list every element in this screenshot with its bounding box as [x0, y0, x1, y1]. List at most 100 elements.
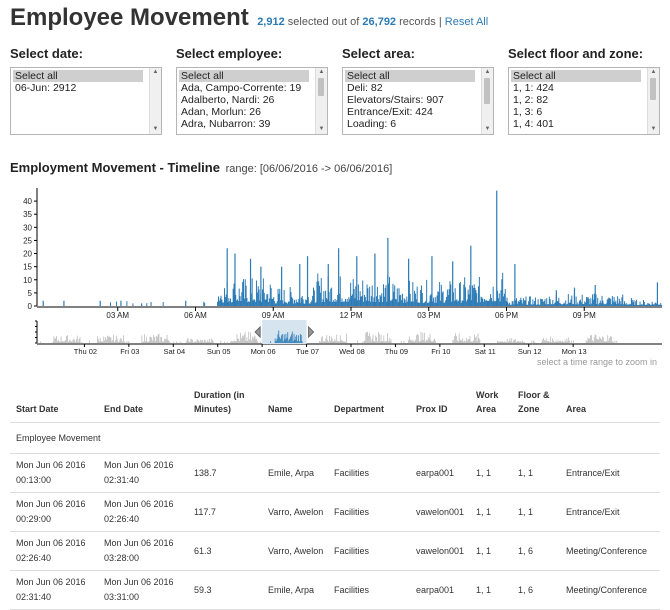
timeline-bar	[578, 304, 580, 306]
date-option[interactable]: Select all	[13, 70, 143, 82]
employee-option[interactable]: Adalberto, Nardi: 26	[181, 94, 275, 106]
area-option[interactable]: Deli: 82	[347, 82, 383, 94]
table-row[interactable]: Mon Jun 06 2016 02:26:40 Mon Jun 06 2016…	[10, 531, 660, 571]
col-name[interactable]: Name	[262, 386, 328, 423]
timeline-bar	[622, 294, 624, 306]
area-select[interactable]: Select all Deli: 82 Elevators/Stairs: 90…	[342, 67, 494, 135]
employee-option[interactable]: Select all	[179, 70, 309, 82]
range-bar	[232, 341, 233, 343]
area-scrollbar[interactable]: ▲ ▼	[481, 68, 493, 134]
timeline-bar	[481, 297, 483, 306]
scroll-down-icon[interactable]: ▼	[152, 126, 159, 132]
area-option[interactable]: Entrance/Exit: 424	[347, 106, 433, 118]
timeline-bar	[286, 302, 288, 306]
timeline-bar	[537, 299, 539, 306]
timeline-bar	[572, 303, 574, 306]
scroll-down-icon[interactable]: ▼	[650, 126, 657, 132]
scroll-thumb[interactable]	[318, 78, 324, 96]
employee-option[interactable]: Adan, Morlun: 26	[181, 106, 261, 118]
col-end-date[interactable]: End Date	[98, 386, 188, 423]
timeline-bar	[311, 300, 313, 306]
table-row[interactable]: Mon Jun 06 2016 00:29:00 Mon Jun 06 2016…	[10, 492, 660, 532]
floor-zone-option[interactable]: 1, 3: 6	[513, 106, 543, 118]
timeline-bar	[320, 277, 322, 306]
timeline-bar	[240, 301, 242, 306]
timeline-bar	[503, 293, 505, 306]
table-row[interactable]: Mon Jun 06 2016 00:13:00 Mon Jun 06 2016…	[10, 453, 660, 493]
timeline-chart[interactable]: 0 5 10 15 20 25 30 35 40 03 AM 06 AM 09 AM 12 PM 03 P…	[0, 178, 670, 360]
scroll-up-icon[interactable]: ▲	[484, 69, 491, 75]
employee-select[interactable]: Select all Ada, Campo-Corrente: 19 Adalb…	[176, 67, 328, 135]
area-option[interactable]: Loading: 6	[347, 118, 397, 130]
floor-zone-option[interactable]: 1, 4: 401	[513, 118, 554, 130]
range-bar	[295, 336, 297, 343]
range-bar	[167, 339, 169, 343]
range-bar	[416, 335, 417, 343]
floor-zone-select[interactable]: Select all 1, 1: 424 1, 2: 82 1, 3: 6 1,…	[508, 67, 660, 135]
col-floor-zone[interactable]: Floor & Zone	[512, 386, 560, 423]
timeline-bar	[357, 284, 359, 306]
range-bar	[419, 341, 421, 343]
timeline-bar	[360, 296, 362, 306]
scroll-down-icon[interactable]: ▼	[318, 126, 325, 132]
col-duration[interactable]: Duration (in Minutes)	[188, 386, 262, 423]
timeline-bar	[217, 296, 219, 306]
range-bar	[208, 342, 210, 343]
timeline-bar	[437, 291, 439, 306]
floor-zone-option[interactable]: 1, 2: 82	[513, 94, 549, 106]
range-bar	[508, 340, 510, 343]
date-select[interactable]: Select all 06-Jun: 2912 ▲ ▼	[10, 67, 162, 135]
range-selector-chart[interactable]: Thu 02 Fri 03 Sat 04 Sun 05 Mon 06 Tue 07 Wed …	[35, 320, 662, 356]
date-scrollbar[interactable]: ▲ ▼	[149, 68, 161, 134]
timeline-bar	[422, 302, 424, 306]
timeline-bar	[607, 298, 609, 306]
table-row[interactable]: Mon Jun 06 2016 02:31:40 Mon Jun 06 2016…	[10, 570, 660, 610]
range-bar	[472, 341, 474, 343]
brush-right-handle-icon[interactable]	[308, 325, 315, 339]
employee-scrollbar[interactable]: ▲ ▼	[315, 68, 327, 134]
range-bar	[429, 333, 431, 343]
range-bar	[566, 338, 568, 343]
reset-all-link[interactable]: Reset All	[444, 16, 489, 28]
timeline-peak-bar	[185, 300, 187, 306]
floor-zone-scrollbar[interactable]: ▲ ▼	[647, 68, 659, 134]
timeline-bar	[300, 302, 302, 306]
scroll-thumb[interactable]	[484, 78, 490, 104]
col-start-date[interactable]: Start Date	[10, 386, 98, 423]
col-prox-id[interactable]: Prox ID	[410, 386, 470, 423]
col-work-area[interactable]: Work Area	[470, 386, 512, 423]
range-bar	[594, 334, 596, 343]
range-bar	[513, 340, 514, 343]
area-option[interactable]: Select all	[345, 70, 475, 82]
scroll-up-icon[interactable]: ▲	[152, 69, 159, 75]
timeline-bar	[218, 300, 220, 306]
timeline-bar	[648, 303, 650, 306]
timeline-bar	[426, 279, 428, 306]
range-bar	[378, 332, 379, 343]
timeline-bar	[415, 299, 417, 306]
floor-zone-option[interactable]: 1, 1: 424	[513, 82, 554, 94]
area-option[interactable]: Elevators/Stairs: 907	[347, 94, 444, 106]
col-area[interactable]: Area	[560, 386, 660, 423]
range-bar	[293, 333, 295, 343]
date-option[interactable]: 06-Jun: 2912	[15, 82, 77, 94]
scroll-thumb[interactable]	[650, 78, 656, 100]
timeline-bars[interactable]	[42, 190, 663, 306]
y-tick-label: 10	[23, 276, 32, 285]
timeline-bar	[433, 302, 435, 306]
employee-option[interactable]: Adra, Nubarron: 39	[181, 118, 271, 130]
timeline-bar	[564, 303, 566, 306]
record-count: 2,912 selected out of 26,792 records | R…	[257, 16, 488, 28]
scroll-down-icon[interactable]: ▼	[484, 126, 491, 132]
col-department[interactable]: Department	[328, 386, 410, 423]
scroll-up-icon[interactable]: ▲	[650, 69, 657, 75]
range-bar	[150, 336, 152, 343]
scroll-up-icon[interactable]: ▲	[318, 69, 325, 75]
timeline-bar	[326, 299, 328, 306]
timeline-bar	[547, 304, 549, 306]
floor-zone-filter-label: Select floor and zone:	[508, 46, 644, 61]
floor-zone-option[interactable]: Select all	[511, 70, 641, 82]
timeline-peak-bar	[99, 300, 101, 306]
brush-left-handle-icon[interactable]	[254, 325, 261, 339]
employee-option[interactable]: Ada, Campo-Corrente: 19	[181, 82, 302, 94]
